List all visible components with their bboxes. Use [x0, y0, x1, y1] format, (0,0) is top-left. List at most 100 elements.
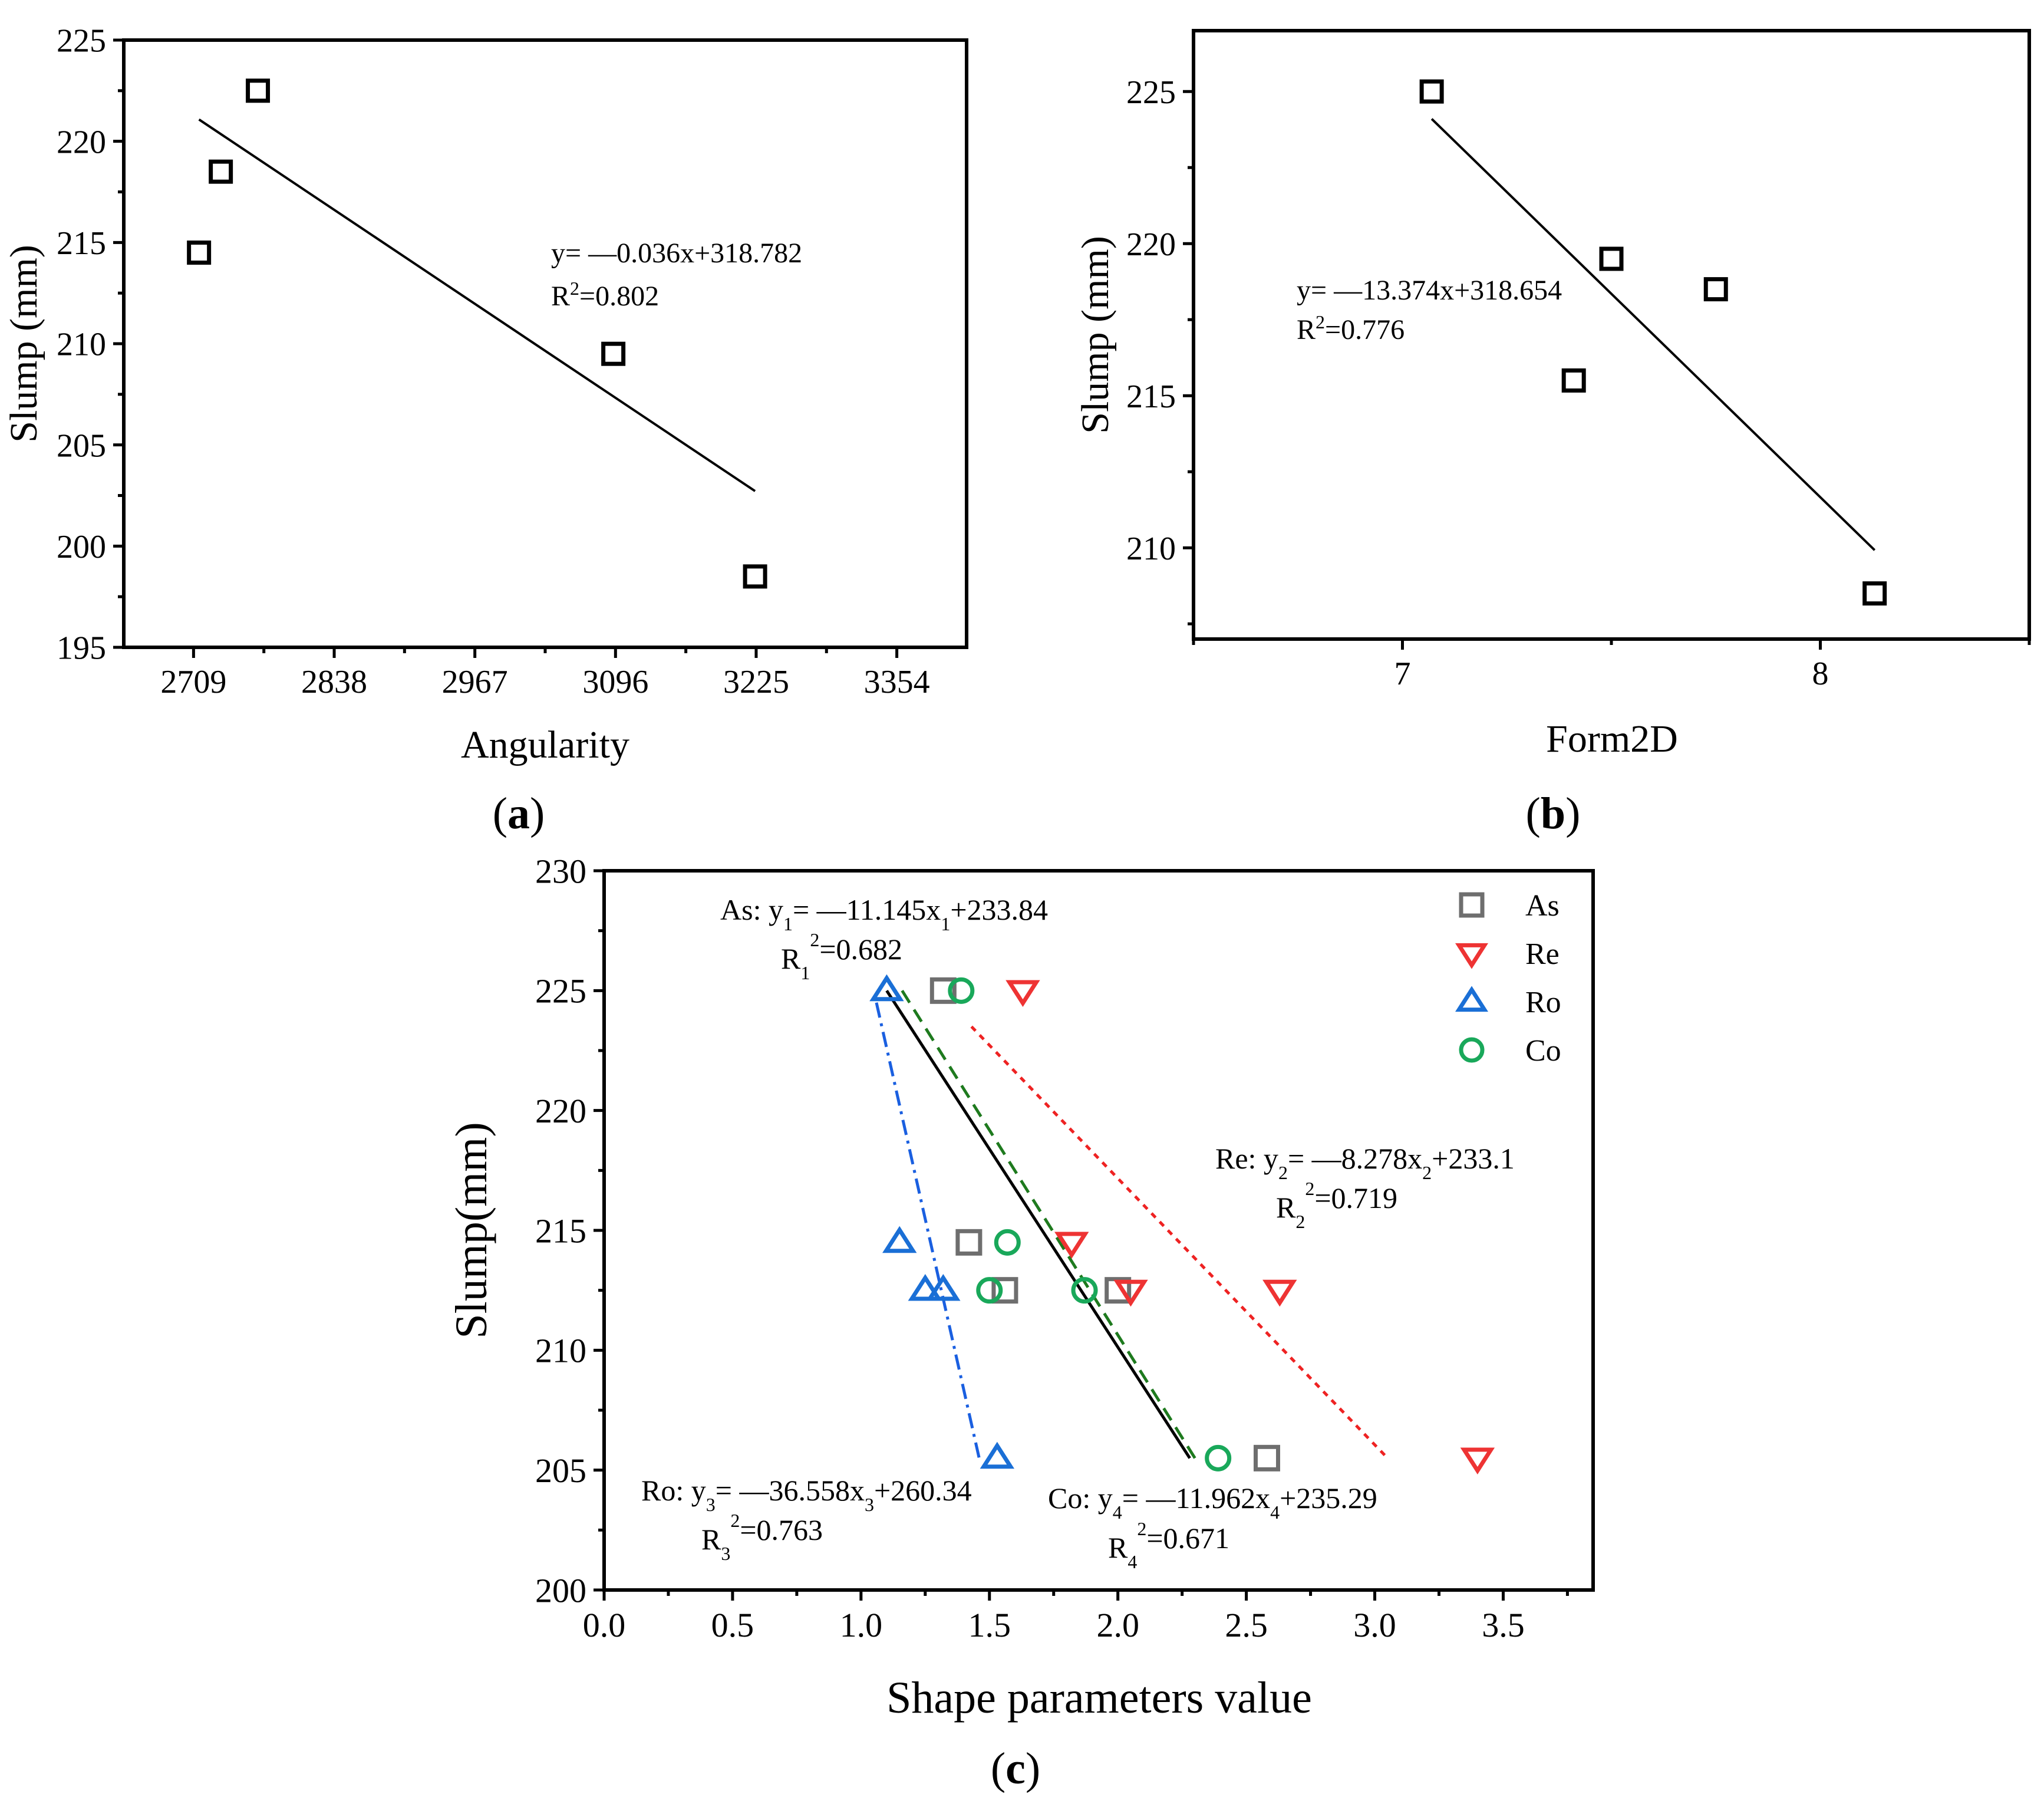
- legend-marker-ro: [1455, 986, 1489, 1012]
- r-value: =0.719: [1314, 1181, 1397, 1214]
- eq-text: = —11.145x: [793, 893, 941, 926]
- panel-b-data-point: [1419, 79, 1444, 104]
- panel-c-r-squared-re: R22=0.719: [1276, 1178, 1397, 1232]
- panel-c-x-axis-label: Shape parameters value: [886, 1673, 1312, 1723]
- a-x-tick-label: 3096: [582, 664, 648, 700]
- panel-c-point-as: [991, 1277, 1018, 1304]
- a-x-tick-label: 2709: [160, 664, 226, 700]
- eq-subscript: 1: [783, 913, 793, 934]
- legend-label-ro: Ro: [1525, 986, 1561, 1019]
- eq-text: +260.34: [874, 1474, 972, 1507]
- r-value: =0.671: [1146, 1522, 1229, 1555]
- panel-b-r-label: R: [1297, 314, 1316, 345]
- a-x-tick-label: 2967: [442, 664, 508, 700]
- legend-label-re: Re: [1525, 937, 1560, 971]
- r-label: R: [701, 1523, 721, 1556]
- panel-c-point-as: [929, 977, 957, 1004]
- eq-text: = —11.962x: [1122, 1482, 1270, 1515]
- r-subscript: 2: [1295, 1211, 1305, 1232]
- r-subscript: 1: [800, 962, 810, 983]
- b-y-tick-label: 220: [1126, 226, 1176, 263]
- c-y-tick-label: 205: [535, 1451, 586, 1490]
- panel-c-equation-ro: Ro: y3= —36.558x3+260.34: [641, 1474, 972, 1515]
- panel-c-fit-line-re: [970, 1025, 1389, 1460]
- panel-c-point-ro: [926, 1273, 961, 1301]
- panel-c-point-as: [1105, 1277, 1132, 1304]
- legend-label-co: Co: [1525, 1034, 1561, 1068]
- panel-c-equation-as: As: y1= —11.145x1+233.84: [720, 893, 1048, 934]
- r-label: R: [781, 942, 801, 975]
- a-y-tick-label: 195: [57, 630, 106, 667]
- legend-marker-as: [1459, 892, 1485, 918]
- b-x-tick-label: 8: [1812, 656, 1829, 692]
- panel-b-caption: (b): [1526, 789, 1581, 838]
- panel-c-point-re: [1005, 980, 1040, 1008]
- panel-a-fit-equation: y= —0.036x+318.782: [551, 238, 802, 269]
- eq-text: +233.1: [1432, 1142, 1515, 1175]
- panel-a-caption-letter: a: [507, 789, 530, 838]
- panel-c-r-squared-ro: R32=0.763: [701, 1510, 823, 1564]
- panel-b-data-point: [1561, 368, 1586, 393]
- panel-b-fit-line: [1430, 118, 1876, 551]
- c-x-tick-label: 3.5: [1482, 1606, 1525, 1644]
- panel-c-point-re: [1054, 1232, 1089, 1259]
- eq-text: = —36.558x: [716, 1474, 865, 1507]
- c-y-tick-label: 215: [535, 1212, 586, 1250]
- panel-a-regression-line: [198, 118, 756, 492]
- panel-a-r-squared: R2=0.802: [551, 278, 659, 312]
- panel-b: 7 8 210 215 220 225 Form2D Slump (mm) y= —13.…: [1074, 29, 2031, 838]
- eq-subscript: 4: [1270, 1502, 1280, 1523]
- panel-a-y-axis-label: Slump (mm): [2, 245, 45, 443]
- panel-a-ticks: [113, 38, 899, 658]
- panel-c-point-ro: [869, 974, 904, 1002]
- panel-a-r-label: R: [551, 281, 570, 312]
- panel-c-point-ro: [882, 1226, 917, 1253]
- panel-c-fit-line-as: [885, 989, 1191, 1459]
- c-y-tick-label: 220: [535, 1092, 586, 1130]
- panel-c-point-co: [976, 1277, 1003, 1304]
- panel-b-r-squared: R2=0.776: [1297, 311, 1405, 345]
- c-x-tick-label: 0.5: [711, 1606, 754, 1644]
- c-y-tick-label: 230: [535, 852, 586, 890]
- panel-c-point-re: [1460, 1447, 1495, 1475]
- r-subscript: 4: [1128, 1551, 1137, 1572]
- eq-text: Co: y: [1048, 1482, 1113, 1515]
- panel-b-caption-letter: b: [1541, 789, 1565, 838]
- r-superscript: 2: [730, 1510, 740, 1531]
- panel-a-points: [187, 78, 767, 589]
- panel-b-y-axis-label: Slump (mm): [1074, 236, 1117, 434]
- panel-c-point-ro: [908, 1273, 943, 1301]
- b-x-tick-label: 7: [1394, 656, 1411, 692]
- eq-text: +235.29: [1280, 1482, 1377, 1515]
- panel-a-x-axis-label: Angularity: [461, 723, 629, 766]
- eq-subscript: 1: [941, 913, 950, 934]
- eq-text: Re: y: [1215, 1142, 1278, 1175]
- eq-subscript: 2: [1422, 1162, 1432, 1183]
- r-superscript: 2: [1305, 1178, 1314, 1199]
- r-superscript: 2: [810, 929, 819, 950]
- panel-b-regression-line: [1430, 118, 1876, 551]
- a-x-tick-label: 2838: [301, 664, 367, 700]
- panel-c-fit-line-ro: [875, 1002, 981, 1459]
- c-x-tick-label: 0.0: [583, 1606, 626, 1644]
- a-y-tick-label: 220: [57, 124, 106, 160]
- panel-c-point-as: [955, 1229, 983, 1256]
- panel-c-r-squared-co: R42=0.671: [1108, 1518, 1229, 1572]
- eq-subscript: 3: [706, 1494, 716, 1515]
- a-y-tick-label: 200: [57, 529, 106, 565]
- a-x-tick-label: 3225: [723, 664, 789, 700]
- a-y-tick-label: 210: [57, 327, 106, 363]
- panel-a: 2709 2838 2967 3096 3225 3354 195 200 205 210 215 2…: [2, 23, 968, 838]
- r-value: =0.682: [819, 933, 902, 966]
- r-label: R: [1276, 1191, 1296, 1224]
- panel-c-point-re: [1262, 1279, 1297, 1307]
- c-x-tick-label: 3.0: [1353, 1606, 1396, 1644]
- c-x-tick-label: 2.0: [1096, 1606, 1139, 1644]
- panel-a-caption: (a): [493, 789, 545, 838]
- c-x-tick-label: 1.5: [968, 1606, 1011, 1644]
- panel-c-tick-labels: 0.0 0.5 1.0 1.5 2.0 2.5 3.0 3.5 200 205 210 215 220 2…: [535, 852, 1525, 1644]
- panel-c: 0.0 0.5 1.0 1.5 2.0 2.5 3.0 3.5 200 205 210 215 220 2…: [447, 852, 1595, 1793]
- legend-marker-co: [1459, 1037, 1485, 1063]
